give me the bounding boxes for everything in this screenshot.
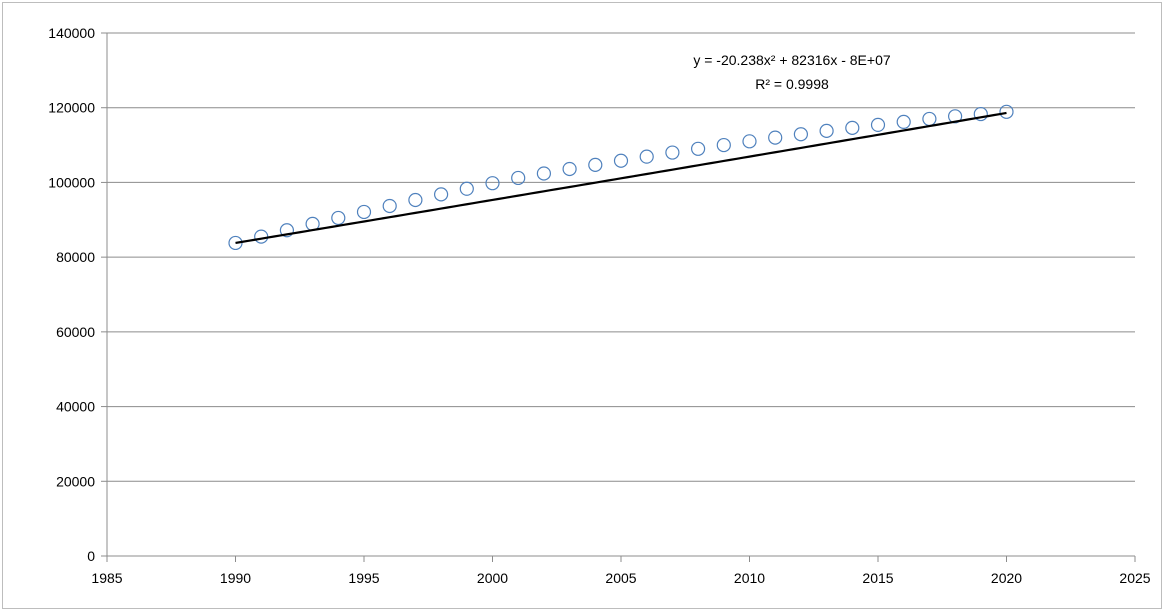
trendline-layer	[235, 111, 1007, 245]
data-point-marker	[665, 145, 680, 160]
data-point-marker	[793, 127, 809, 142]
data-point-marker	[536, 166, 552, 181]
y-tick-label: 0	[87, 548, 95, 564]
y-tick-label: 80000	[56, 249, 95, 265]
x-tick-label: 2020	[991, 570, 1022, 586]
data-point-marker	[716, 137, 731, 153]
data-point-marker	[973, 106, 988, 122]
x-tick-label: 2010	[734, 570, 765, 586]
data-point-marker	[254, 229, 269, 244]
x-tick-label: 2000	[477, 570, 508, 586]
x-tick-label: 1995	[348, 570, 379, 586]
data-point-marker	[382, 198, 397, 214]
data-point-marker	[331, 210, 346, 226]
data-point-marker	[742, 134, 757, 149]
data-point-marker	[408, 192, 423, 208]
data-point-marker	[511, 170, 526, 186]
data-point-marker	[768, 130, 783, 145]
tick-labels: 0 20000 40000 60000 80000 100000 120000 140000 1…	[48, 25, 1150, 586]
data-point-marker	[562, 161, 577, 177]
y-tick-label: 140000	[48, 25, 95, 41]
data-point-marker	[896, 114, 911, 130]
data-point-marker	[356, 204, 372, 220]
x-tick-label: 2015	[862, 570, 893, 586]
data-point-marker	[639, 149, 654, 164]
data-point-marker	[434, 187, 449, 202]
trendline-annotation: y = -20.238x² + 82316x - 8E+07 R² = 0.99…	[693, 52, 891, 92]
data-point-marker	[845, 120, 860, 135]
data-point-marker	[819, 123, 834, 138]
data-point-marker	[279, 223, 294, 238]
data-point-marker	[588, 157, 603, 172]
data-point-marker	[690, 141, 706, 156]
data-point-marker	[459, 181, 474, 196]
data-point-marker	[613, 153, 629, 168]
x-tick-label: 1985	[91, 570, 122, 586]
data-point-marker	[870, 117, 886, 132]
y-tick-label: 100000	[48, 174, 95, 190]
axis-layer	[101, 32, 1136, 562]
y-tick-label: 120000	[48, 100, 95, 116]
trendline-equation: y = -20.238x² + 82316x - 8E+07	[693, 52, 891, 68]
x-tick-label: 2005	[605, 570, 636, 586]
trendline-curve	[235, 111, 1007, 245]
trendline-r-squared: R² = 0.9998	[755, 76, 829, 92]
y-tick-label: 20000	[56, 473, 95, 489]
data-point-marker	[485, 176, 500, 191]
x-tick-label: 2025	[1119, 570, 1150, 586]
data-points	[228, 104, 1014, 251]
y-tick-label: 40000	[56, 399, 95, 415]
x-tick-label: 1990	[220, 570, 251, 586]
data-point-marker	[999, 104, 1014, 119]
y-tick-label: 60000	[56, 324, 95, 340]
data-point-marker	[922, 111, 937, 127]
grid-layer	[107, 32, 1135, 482]
